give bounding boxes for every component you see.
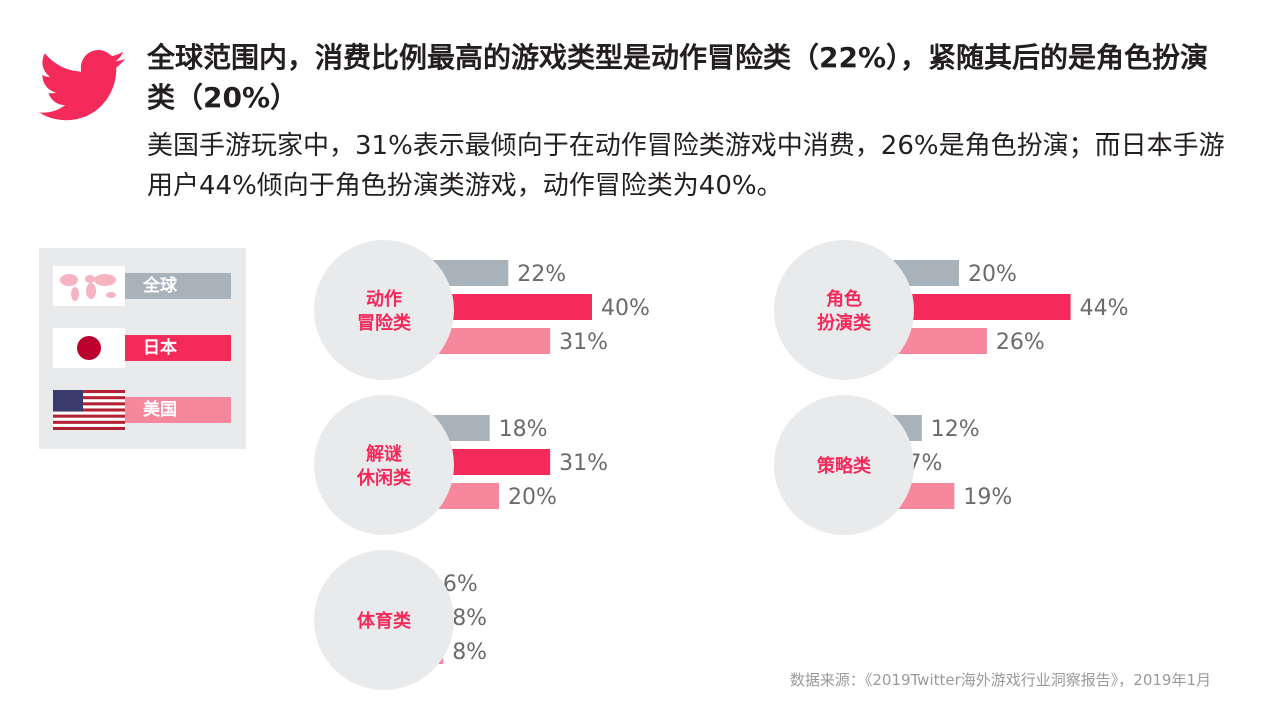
world-map-icon	[53, 266, 125, 306]
us-flag-icon	[53, 390, 125, 430]
data-label: 31%	[559, 451, 608, 476]
category-label: 扮演类	[817, 312, 872, 334]
category-label: 休闲类	[356, 467, 412, 489]
data-label: 6%	[443, 572, 478, 597]
legend-label-us: 美国	[125, 397, 231, 423]
category-circle	[314, 550, 454, 690]
data-label: 19%	[963, 485, 1012, 510]
legend-item-us: 美国	[53, 390, 231, 430]
category-label: 动作	[366, 288, 402, 310]
chart-group: 20% 44% 26% 角色扮演类	[774, 240, 1129, 380]
chart-group: 22% 40% 31% 动作冒险类	[314, 240, 650, 380]
legend-item-global: 全球	[53, 266, 231, 306]
category-label: 冒险类	[357, 312, 412, 334]
legend: 全球 日本 美国	[39, 248, 246, 449]
data-label: 8%	[452, 606, 487, 631]
category-circle	[774, 395, 914, 535]
source-note: 数据来源：《2019Twitter海外游戏行业洞察报告》，2019年1月	[789, 671, 1211, 689]
twitter-bird-icon	[38, 50, 126, 121]
chart-group: 6% 8% 8% 体育类	[314, 550, 487, 690]
category-label: 角色	[826, 288, 862, 310]
chart-group: 12%7%19%策略类	[774, 395, 1012, 535]
page-title: 全球范围内，消费比例最高的游戏类型是动作冒险类（22%），紧随其后的是角色扮演类…	[147, 41, 1209, 114]
japan-flag-icon	[53, 328, 125, 368]
category-label: 体育类	[357, 610, 412, 632]
data-label: 31%	[559, 330, 608, 355]
category-label: 策略类	[817, 455, 872, 477]
data-label: 40%	[601, 296, 650, 321]
data-label: 20%	[508, 485, 557, 510]
legend-label-global: 全球	[125, 273, 231, 299]
legend-item-japan: 日本	[53, 328, 231, 368]
category-label: 解谜	[366, 443, 403, 465]
page-subtitle: 美国手游玩家中，31%表示最倾向于在动作冒险类游戏中消费，26%是角色扮演；而日…	[147, 131, 1225, 201]
category-circle	[314, 395, 454, 535]
data-label: 20%	[968, 262, 1017, 287]
data-label: 12%	[931, 417, 980, 442]
data-label: 26%	[996, 330, 1045, 355]
data-label: 8%	[452, 640, 487, 665]
data-label: 44%	[1080, 296, 1129, 321]
data-label: 18%	[499, 417, 548, 442]
legend-label-japan: 日本	[125, 335, 231, 361]
category-circle	[314, 240, 454, 380]
category-circle	[774, 240, 914, 380]
data-label: 22%	[517, 262, 566, 287]
